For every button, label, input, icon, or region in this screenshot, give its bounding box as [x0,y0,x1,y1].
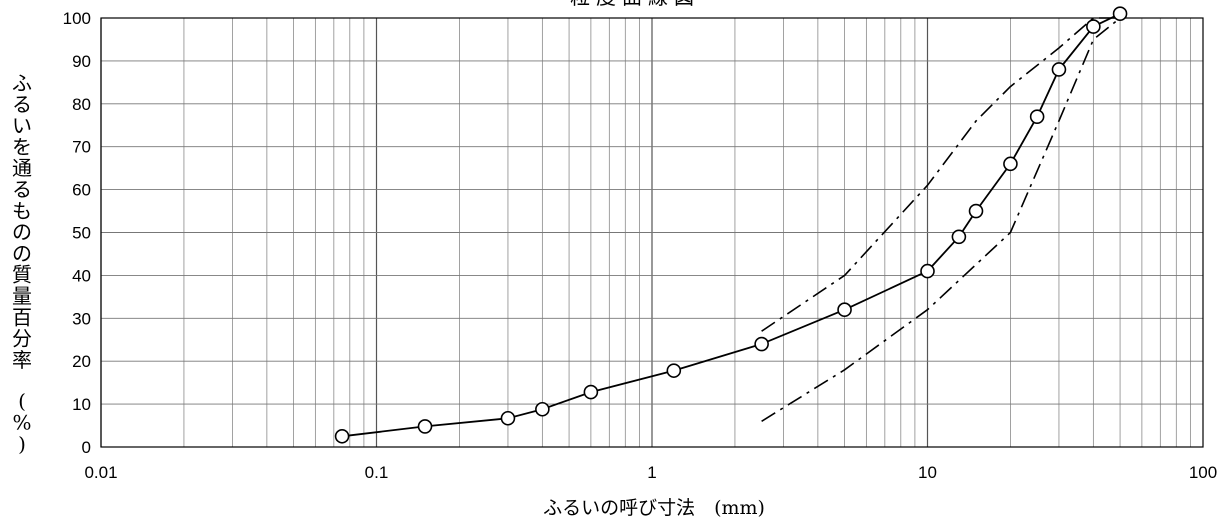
series-line-1 [761,17,1121,332]
data-point [334,428,350,444]
y-tick-label: 60 [72,181,91,200]
x-tick-label: 1 [647,463,656,482]
data-point [666,363,682,378]
y-tick-label: 0 [82,438,91,457]
data-point [968,203,984,219]
data-point [500,410,516,426]
data-point [920,263,935,279]
plot-frame [100,17,1204,448]
data-point [535,401,550,417]
data-point [754,336,769,352]
y-axis-label: ふるいを通るものの質量百分率 (%) [12,71,32,456]
y-tick-label: 50 [72,224,91,243]
data-point [837,302,852,318]
y-tick-label: 20 [72,352,91,371]
y-tick-label: 90 [72,52,91,71]
x-tick-label: 100 [1189,463,1217,482]
y-tick-label: 10 [72,395,91,414]
y-tick-label: 40 [72,266,91,285]
y-tick-label: 80 [72,95,91,114]
axes [100,17,1204,448]
data-point [1051,62,1067,77]
data-point [583,384,599,400]
data-point [417,419,433,434]
x-tick-label: 10 [918,463,937,482]
data-point [1112,6,1128,22]
chart-title: 粒度曲線図 [570,0,700,9]
data-point [1003,156,1018,172]
x-tick-label: 0.01 [84,463,117,482]
data-point [951,229,967,245]
grid [100,17,1203,448]
labels-layer: 0 10 20 30 40 50 60 70 80 90 100 0.01 0.1 1 10 100 粒度曲線図… [12,0,1217,519]
x-tick-label: 0.1 [365,463,389,482]
y-tick-label: 30 [72,309,91,328]
series-line-2 [761,17,1121,422]
y-tick-label: 70 [72,138,91,157]
data-point [1086,19,1101,34]
series-line-0 [341,12,1121,438]
series-layer [334,6,1128,444]
x-axis-label: ふるいの呼び寸法 (mm) [543,497,765,519]
y-tick-label: 100 [63,9,91,28]
data-point [1029,109,1045,124]
